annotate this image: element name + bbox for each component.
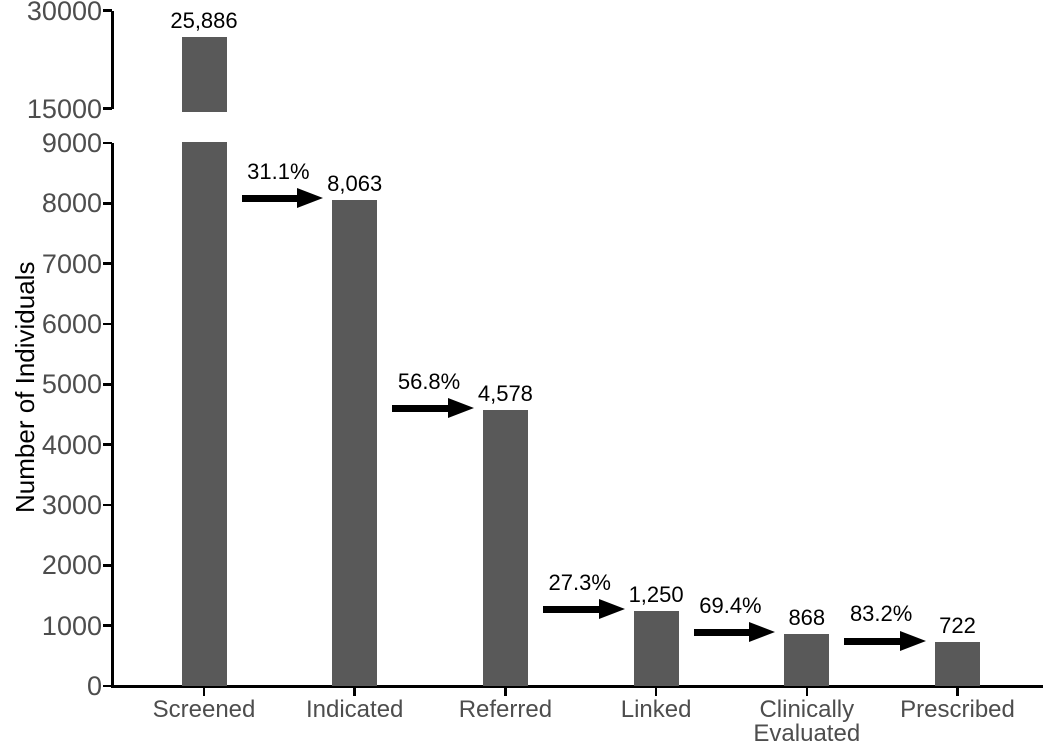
transition-arrow-shaft [392, 405, 452, 413]
y-tick-label: 30000 [26, 0, 102, 26]
x-axis-line [111, 685, 1043, 688]
y-tick [103, 107, 112, 110]
x-tick [504, 688, 507, 696]
y-tick-label: 8000 [41, 188, 102, 219]
transition-percent-label: 27.3% [548, 569, 611, 595]
bar [482, 409, 528, 686]
bar-value-label: 8,063 [327, 170, 383, 196]
transition-percent-label: 31.1% [247, 158, 310, 184]
bar-value-label: 4,578 [477, 380, 533, 406]
y-tick-label: 9000 [41, 128, 102, 158]
transition-percent-label: 69.4% [699, 592, 762, 618]
transition-arrow-head [598, 599, 625, 620]
x-category-label: Prescribed [900, 696, 1015, 723]
y-tick [103, 564, 112, 567]
y-tick-label: 4000 [41, 429, 102, 460]
y-axis-lower-segment [111, 143, 114, 688]
bar-value-label: 868 [788, 604, 826, 630]
x-category-label: Linked [620, 696, 692, 723]
transition-arrow-shaft [542, 606, 603, 614]
x-category-label: Indicated [305, 696, 404, 723]
bar-value-label: 1,250 [628, 581, 684, 607]
y-tick [103, 202, 112, 205]
y-axis-upper-segment [111, 10, 114, 109]
y-tick [103, 503, 112, 507]
transition-arrow-shaft [693, 629, 754, 637]
y-tick-label: 5000 [41, 369, 102, 400]
y-tick [103, 624, 112, 627]
x-tick [654, 688, 658, 696]
y-tick [103, 9, 112, 12]
bar-segment-lower [181, 142, 227, 686]
y-tick-label: 6000 [41, 309, 102, 339]
y-tick [103, 684, 112, 688]
x-tick [805, 688, 809, 696]
y-tick-label: 1000 [41, 610, 102, 641]
y-tick [103, 443, 112, 446]
bar-value-label: 722 [939, 613, 976, 639]
y-tick-label: 2000 [41, 550, 102, 581]
x-tick [956, 688, 959, 696]
bar [935, 642, 980, 686]
bar [633, 610, 679, 686]
y-tick-label: 7000 [41, 248, 102, 279]
y-tick-label: 0 [86, 671, 102, 701]
y-tick [103, 262, 112, 265]
bar-segment-upper [181, 37, 227, 112]
y-tick [103, 383, 112, 386]
bar-value-label: 25,886 [170, 8, 238, 34]
transition-arrow-head [447, 398, 474, 419]
y-tick [103, 141, 112, 145]
x-tick [202, 688, 206, 696]
y-tick-label: 15000 [26, 93, 102, 124]
x-category-label: Referred [458, 696, 553, 723]
bar [784, 633, 830, 686]
transition-arrow-head [297, 188, 324, 209]
transition-percent-label: 83.2% [849, 601, 913, 627]
y-tick [103, 322, 112, 326]
transition-percent-label: 56.8% [397, 368, 461, 394]
transition-arrow-shaft [241, 195, 302, 203]
transition-arrow-head [749, 622, 776, 643]
transition-arrow-shaft [844, 637, 904, 645]
transition-arrow-head [900, 630, 926, 651]
y-tick-label: 3000 [41, 490, 102, 520]
x-tick [353, 688, 356, 696]
x-category-label: Clinically Evaluated [753, 696, 861, 746]
bar [332, 199, 378, 686]
x-category-label: Screened [152, 696, 256, 723]
